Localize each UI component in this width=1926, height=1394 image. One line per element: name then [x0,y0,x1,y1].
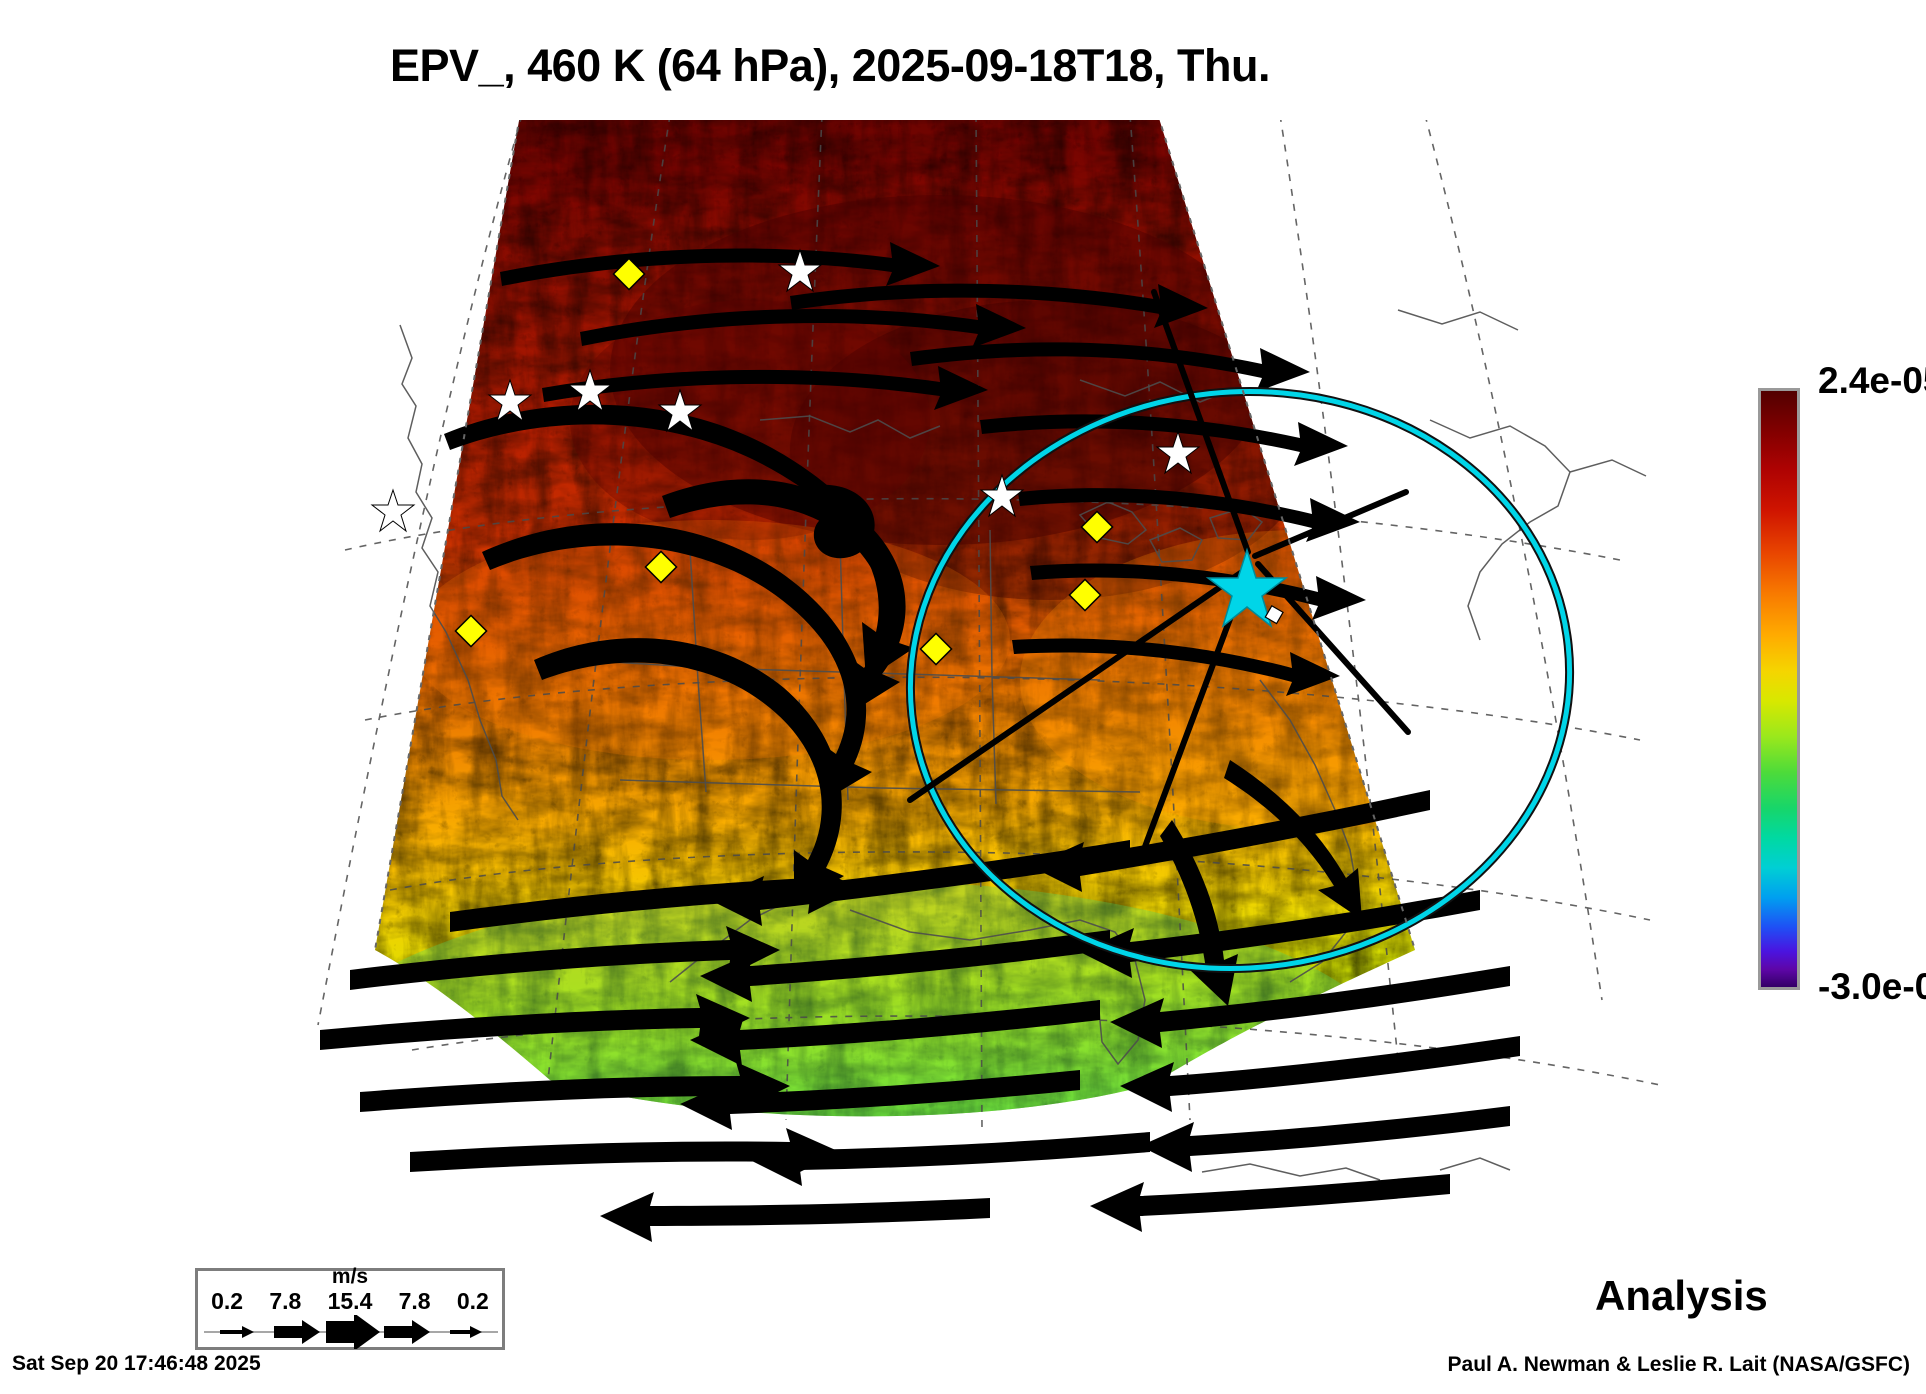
wind-legend-value-2: 15.4 [327,1288,373,1314]
station-markers[interactable] [370,248,1201,533]
radial-transect-lines [907,289,1411,863]
map-domain-outline [374,120,1416,951]
wind-legend-value-0: 0.2 [211,1288,244,1314]
analysis-label: Analysis [1595,1272,1768,1319]
range-circle [905,387,1575,973]
colorbar-min-label: -3.0e-06 [1818,966,1926,1007]
generation-timestamp: Sat Sep 20 17:46:48 2025 [12,1352,261,1375]
colorbar-max-label: 2.4e-05 [1818,360,1926,401]
wind-legend-values: 0.2 7.8 15.4 7.8 0.2 [198,1288,502,1315]
map-plot-area[interactable] [150,120,1750,1260]
author-credit: Paul A. Newman & Leslie R. Lait (NASA/GS… [1447,1353,1910,1376]
wind-speed-legend: m/s 0.2 7.8 15.4 7.8 0.2 [195,1265,505,1350]
site-markers[interactable] [454,257,1114,666]
wind-legend-value-4: 0.2 [456,1288,489,1314]
wind-legend-unit-label: m/s [331,1265,369,1288]
wind-legend-value-1: 7.8 [269,1288,302,1314]
wind-streamline-arrows [320,242,1520,1242]
page-title: EPV_, 460 K (64 hPa), 2025-09-18T18, Thu… [390,40,1270,91]
colorbar: 2.4e-05 -3.0e-06 [1758,360,1926,1007]
center-marker[interactable] [1205,547,1289,629]
wind-legend-arrow-scale [204,1315,498,1349]
map-canvas[interactable] [150,120,1750,1260]
secondary-marker[interactable] [1264,604,1284,625]
wind-legend-value-3: 7.8 [398,1288,431,1314]
colorbar-gradient [1758,388,1800,990]
